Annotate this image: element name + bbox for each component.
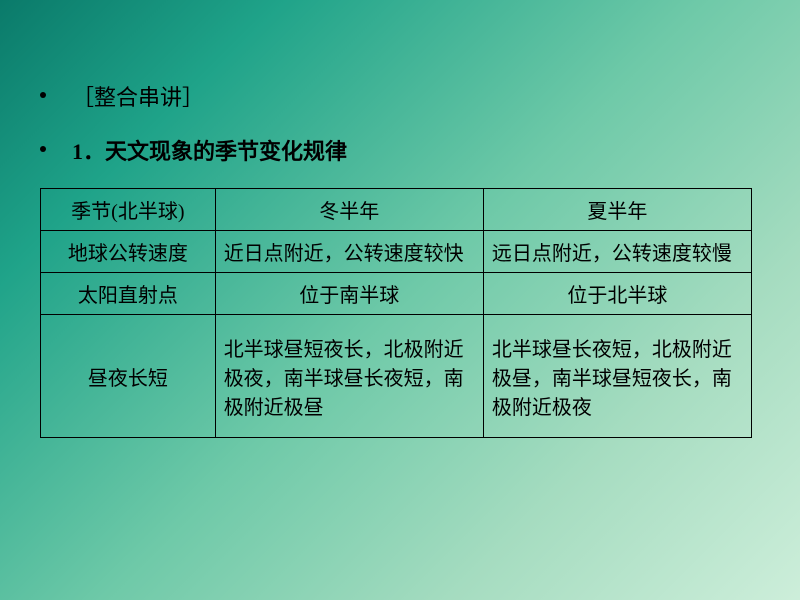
table-row: 昼夜长短 北半球昼短夜长，北极附近极夜，南半球昼长夜短，南极附近极昼 北半球昼长… bbox=[41, 315, 752, 438]
table-row: 地球公转速度 近日点附近，公转速度较快 远日点附近，公转速度较慢 bbox=[41, 231, 752, 273]
bullet-line-2: 1．天文现象的季节变化规律 bbox=[40, 134, 760, 166]
bullet-dot-icon bbox=[40, 92, 46, 98]
header-summer: 夏半年 bbox=[483, 189, 751, 231]
cell-daynight-winter: 北半球昼短夜长，北极附近极夜，南半球昼长夜短，南极附近极昼 bbox=[215, 315, 483, 438]
slide-container: ［整合串讲］ 1．天文现象的季节变化规律 季节(北半球) 冬半年 夏半年 地球公… bbox=[0, 0, 800, 478]
header-season: 季节(北半球) bbox=[41, 189, 216, 231]
bullet-line-1: ［整合串讲］ bbox=[40, 80, 760, 112]
cell-subsolar-winter: 位于南半球 bbox=[215, 273, 483, 315]
table-header-row: 季节(北半球) 冬半年 夏半年 bbox=[41, 189, 752, 231]
cell-revolution-summer: 远日点附近，公转速度较慢 bbox=[483, 231, 751, 273]
cell-revolution-winter: 近日点附近，公转速度较快 bbox=[215, 231, 483, 273]
seasonal-table: 季节(北半球) 冬半年 夏半年 地球公转速度 近日点附近，公转速度较快 远日点附… bbox=[40, 188, 752, 438]
cell-daynight-summer: 北半球昼长夜短，北极附近极昼，南半球昼短夜长，南极附近极夜 bbox=[483, 315, 751, 438]
table-row: 太阳直射点 位于南半球 位于北半球 bbox=[41, 273, 752, 315]
header-winter: 冬半年 bbox=[215, 189, 483, 231]
row-label-revolution-speed: 地球公转速度 bbox=[41, 231, 216, 273]
row-label-subsolar-point: 太阳直射点 bbox=[41, 273, 216, 315]
heading-astronomy-seasonal: 1．天文现象的季节变化规律 bbox=[72, 134, 347, 166]
cell-subsolar-summer: 位于北半球 bbox=[483, 273, 751, 315]
bullet-dot-icon bbox=[40, 146, 46, 152]
heading-integrated-review: ［整合串讲］ bbox=[72, 80, 204, 112]
row-label-day-night: 昼夜长短 bbox=[41, 315, 216, 438]
